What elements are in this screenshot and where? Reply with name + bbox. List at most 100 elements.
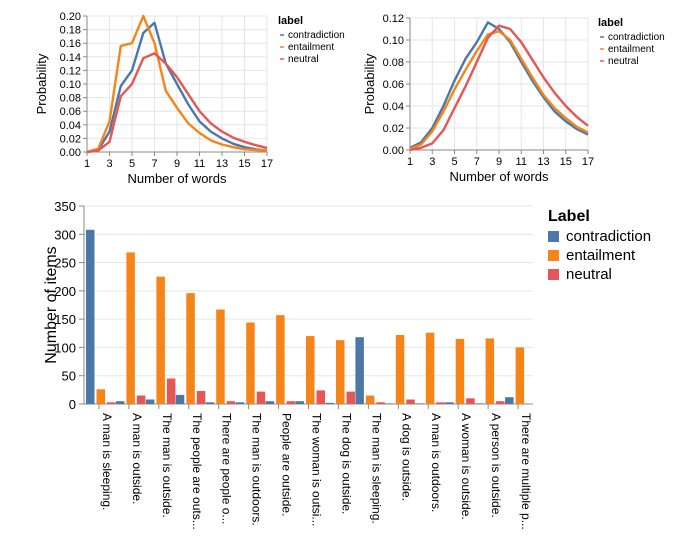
bar-neutral xyxy=(166,378,176,404)
legend-title: Label xyxy=(548,208,590,225)
x-category-label: The man is sleeping. xyxy=(369,413,383,524)
bar-contradiction xyxy=(265,401,275,404)
bar-entailment xyxy=(425,332,435,404)
x-tick-label: 15 xyxy=(238,158,250,170)
x-tick-label: 11 xyxy=(516,156,527,168)
y-tick-label: 250 xyxy=(54,256,76,271)
y-axis-title: Probability xyxy=(34,53,49,114)
x-category-label: A woman is outside. xyxy=(459,413,473,520)
bar-entailment xyxy=(485,338,495,404)
bar-neutral xyxy=(107,402,116,404)
bar-neutral xyxy=(136,395,146,404)
x-axis-title: Number of words xyxy=(450,169,549,184)
x-tick-label: 9 xyxy=(174,158,180,170)
bar-entailment xyxy=(455,338,465,404)
line-chart-left: 0.00 0.020.04 0.060.08 0.10 0.120.14 0.160.18… xyxy=(34,11,345,186)
bar-neutral xyxy=(466,398,475,404)
bar-contradiction xyxy=(355,337,364,404)
x-tick-label: 3 xyxy=(106,158,112,170)
legend-label-entailment: entailment xyxy=(608,44,654,55)
y-tick-label: 0.08 xyxy=(383,57,404,69)
bar-neutral xyxy=(226,401,236,404)
y-tick-label: 0.06 xyxy=(60,106,81,118)
bar-contradiction xyxy=(145,399,155,404)
y-tick-label: 200 xyxy=(54,284,76,299)
bar-neutral xyxy=(496,401,505,404)
y-tick-label: 100 xyxy=(54,340,76,355)
y-tick-label: 0.10 xyxy=(60,79,81,91)
legend-label-contradiction: contradiction xyxy=(608,32,665,43)
bar-contradiction xyxy=(445,402,454,404)
y-tick-label: 150 xyxy=(54,312,76,327)
x-tick-label: 7 xyxy=(151,158,157,170)
x-category-label: The dog is outside. xyxy=(339,413,353,514)
legend-label-entailment: entailment xyxy=(288,42,334,53)
line-chart-right: 0.000.020.040.060.080.100.121 3 5 7 9 11 13 15 1… xyxy=(362,13,665,184)
bar-contradiction xyxy=(295,401,304,404)
x-category-label: A man is outdoors. xyxy=(429,413,443,512)
x-category-label: There are multiple p... xyxy=(519,413,533,530)
bar-contradiction xyxy=(415,403,424,404)
y-tick-label: 0.06 xyxy=(383,79,404,91)
x-tick-label: 17 xyxy=(261,158,273,170)
bar-entailment xyxy=(126,252,135,404)
x-category-label: A dog is outside. xyxy=(399,413,413,501)
series-line-neutral xyxy=(86,52,268,154)
y-tick-label: 0.04 xyxy=(383,101,404,113)
y-tick-label: 0.08 xyxy=(60,93,81,105)
y-tick-label: 0.10 xyxy=(383,35,404,47)
bar-neutral xyxy=(316,390,325,404)
bar-neutral xyxy=(436,402,445,404)
legend-title: label xyxy=(278,15,303,27)
x-tick-label: 13 xyxy=(537,156,549,168)
bar-contradiction xyxy=(86,229,95,404)
y-tick-label: 50 xyxy=(62,369,76,384)
legend-swatch-neutral xyxy=(548,269,559,280)
bar-neutral xyxy=(346,391,355,404)
y-tick-label: 0.14 xyxy=(60,52,81,64)
bar-contradiction xyxy=(115,401,125,404)
legend-label-contradiction: contradiction xyxy=(288,30,345,41)
y-tick-label: 0.00 xyxy=(383,145,404,157)
bar-entailment xyxy=(276,315,285,404)
legend-label-entailment: entailment xyxy=(566,247,636,264)
bar-entailment xyxy=(246,322,255,404)
bar-contradiction xyxy=(325,402,334,404)
bar-neutral xyxy=(256,391,266,404)
bar-entailment xyxy=(515,347,525,404)
x-category-label: A man is outside. xyxy=(130,413,144,504)
bar-entailment xyxy=(395,335,405,404)
bar-contradiction xyxy=(235,402,245,404)
x-tick-label: 1 xyxy=(407,156,413,168)
series-line-entailment xyxy=(409,30,589,151)
bar-contradiction xyxy=(505,397,514,404)
bar-contradiction xyxy=(205,402,215,404)
bar-entailment xyxy=(156,276,165,404)
x-tick-label: 5 xyxy=(129,158,135,170)
y-tick-label: 0.04 xyxy=(60,120,81,132)
x-category-label: The man is outdoors. xyxy=(250,413,264,526)
x-tick-label: 11 xyxy=(194,158,205,170)
legend-title: label xyxy=(598,17,623,29)
y-tick-label: 0.02 xyxy=(383,123,404,135)
x-category-label: A person is outside. xyxy=(489,413,503,518)
y-tick-label: 0.02 xyxy=(60,133,81,145)
y-tick-label: 0.20 xyxy=(60,11,81,23)
x-category-label: The woman is outsi... xyxy=(310,413,324,526)
series-line-contradiction xyxy=(409,21,589,149)
y-axis-title: Number of items xyxy=(43,246,60,363)
legend-swatch-contradiction xyxy=(548,231,559,242)
x-category-label: There are people o... xyxy=(220,413,234,524)
series-line-neutral xyxy=(409,24,589,152)
y-tick-label: 0.12 xyxy=(383,13,404,25)
x-category-label: A man is sleeping. xyxy=(100,413,114,510)
legend-swatch-entailment xyxy=(548,250,559,261)
bar-entailment xyxy=(96,389,105,404)
series-line-entailment xyxy=(86,14,268,154)
bar-neutral xyxy=(406,399,415,404)
bar-contradiction xyxy=(175,394,185,404)
bar-entailment xyxy=(186,293,195,404)
x-tick-label: 13 xyxy=(216,158,228,170)
legend-label-neutral: neutral xyxy=(608,56,639,67)
